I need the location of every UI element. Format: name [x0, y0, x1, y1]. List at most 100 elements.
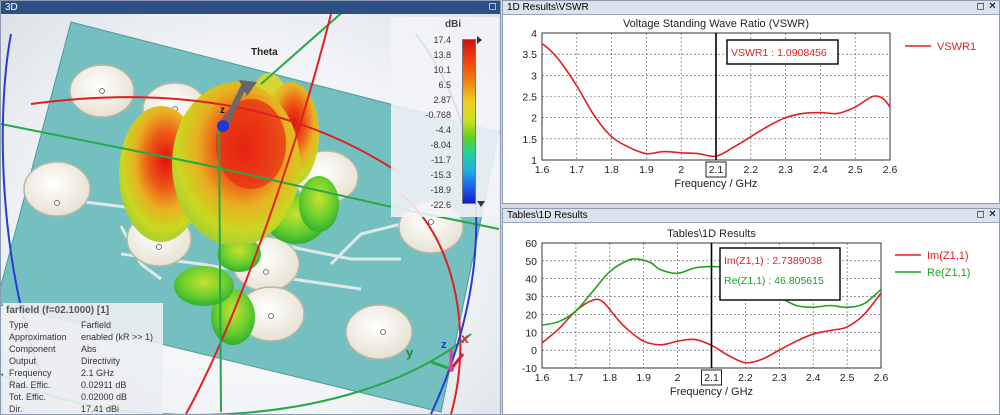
colorbar-label: -18.9	[430, 185, 451, 195]
info-row: Approximation enabled (kR >> 1)	[9, 332, 161, 343]
y-tick-label: 60	[525, 238, 537, 250]
info-title: farfield (f=02.1000) [1]	[6, 305, 110, 316]
3d-viewport[interactable]: Theta z x z y dBi 17.4 13.8 10.1 6.5 2.8…	[1, 14, 500, 414]
colorbar-label: -8.04	[430, 140, 451, 150]
info-key: Type	[9, 320, 29, 330]
marker-annotation-box	[719, 247, 841, 301]
y-tick-label: 2	[531, 113, 537, 125]
info-row: Type Farfield	[9, 320, 161, 331]
colorbar-label: 2.87	[433, 95, 451, 105]
info-row: Dir. 17.41 dBi	[9, 404, 161, 414]
window-tables-titlebar[interactable]: Tables\1D Results ◻ ✕	[503, 209, 999, 223]
window-vswr-titlebar[interactable]: 1D Results\VSWR ◻ ✕	[503, 1, 999, 15]
x-tick-label: 2.4	[806, 372, 821, 384]
y-tick-label: 30	[525, 292, 537, 304]
window-3d[interactable]: 3D ◻	[0, 0, 501, 415]
y-tick-label: 10	[525, 327, 537, 339]
info-row: Component Abs	[9, 344, 161, 355]
info-key: Dir.	[9, 404, 23, 414]
colorbar-label: 17.4	[433, 35, 451, 45]
x-tick-label: 2.3	[772, 372, 787, 384]
y-tick-label: 1.5	[522, 134, 537, 146]
x-tick-label: 1.8	[604, 164, 619, 176]
info-row: Rad. Effic. 0.02911 dB	[9, 380, 161, 391]
x-tick-label: 1.7	[569, 372, 584, 384]
info-value: Directivity	[81, 356, 121, 366]
x-tick-label: 2.5	[840, 372, 855, 384]
x-axis-label: Frequency / GHz	[670, 386, 753, 398]
y-tick-label: -10	[522, 363, 537, 375]
x-tick-label: 2.6	[874, 372, 889, 384]
info-value: Abs	[81, 344, 97, 354]
marker-annotation-text: Im(Z1,1) : 2.7389038	[724, 255, 822, 267]
colorbar-gradient	[462, 39, 476, 204]
close-icon[interactable]: ✕	[988, 209, 997, 220]
colorbar-label: -22.6	[430, 200, 451, 210]
chart-title: Tables\1D Results	[667, 228, 756, 240]
highlighted-tick-box	[705, 161, 727, 178]
tables-chart[interactable]: Tables\1D Results 1.6 1.7 1.8 1.9 2 2.1 2.2 2.3 2…	[503, 222, 1000, 414]
triad-label-z: z	[441, 339, 447, 351]
info-row: Frequency 2.1 GHz	[9, 368, 161, 379]
window-3d-title: 3D	[5, 2, 18, 13]
marker-annotation-text: VSWR1 : 1.0908456	[731, 47, 827, 59]
info-key: Component	[9, 344, 56, 354]
x-tick-label: 2.3	[778, 164, 793, 176]
window-tables-title: Tables\1D Results	[507, 210, 588, 221]
legend-label: VSWR1	[937, 41, 976, 53]
y-tick-label: 3	[531, 70, 537, 82]
tables-plot-area[interactable]: Tables\1D Results 1.6 1.7 1.8 1.9 2 2.1 2.2 2.3 2…	[503, 222, 1000, 414]
legend-label: Re(Z1,1)	[927, 267, 970, 279]
orientation-triad	[430, 349, 465, 372]
y-tick-label: 4	[531, 28, 537, 40]
x-tick-label: 2	[678, 164, 684, 176]
x-tick-label: 1.6	[535, 372, 550, 384]
info-value: 0.02911 dB	[81, 380, 127, 390]
x-tick-label: 2.4	[813, 164, 828, 176]
colorbar-label: -11.7	[431, 155, 451, 165]
close-icon[interactable]: ✕	[988, 1, 997, 12]
chart-title: Voltage Standing Wave Ratio (VSWR)	[623, 18, 809, 30]
colorbar-label: 10.1	[433, 65, 451, 75]
colorbar-arrow-top	[477, 36, 482, 44]
info-key: Rad. Effic.	[9, 380, 51, 390]
x-tick-label: 2.1	[709, 164, 724, 176]
y-tick-label: 3.5	[522, 49, 537, 61]
x-axis-label: Frequency / GHz	[674, 178, 757, 190]
highlighted-tick-box	[701, 369, 722, 386]
maximize-icon[interactable]: ◻	[976, 209, 985, 220]
vswr-plot-area[interactable]: Voltage Standing Wave Ratio (VSWR) 1.6 1.7…	[503, 14, 1000, 202]
x-tick-label: 2.1	[704, 372, 719, 384]
info-value: 17.41 dBi	[81, 404, 120, 414]
maximize-icon[interactable]: ◻	[488, 1, 497, 12]
colorbar-arrow-bottom	[477, 201, 485, 207]
info-value: 2.1 GHz	[81, 368, 115, 378]
y-tick-label: 40	[525, 274, 537, 286]
info-key: Output	[9, 356, 37, 366]
y-tick-label: 50	[525, 256, 537, 268]
x-tick-label: 1.9	[636, 372, 651, 384]
window-tables[interactable]: Tables\1D Results ◻ ✕ Tables\1D Results 1…	[502, 208, 1000, 415]
info-row: Tot. Effic. 0.02000 dB	[9, 392, 161, 403]
info-value: enabled (kR >> 1)	[81, 332, 154, 342]
x-tick-label: 2	[675, 372, 681, 384]
info-key: Tot. Effic.	[9, 392, 46, 402]
y-tick-label: 1	[531, 155, 537, 167]
x-tick-label: 2.2	[738, 372, 753, 384]
colorbar-label: -0.768	[425, 110, 451, 120]
x-tick-label: 2.2	[743, 164, 758, 176]
theta-arrow-head	[239, 80, 257, 96]
maximize-icon[interactable]: ◻	[976, 1, 985, 12]
info-key: Frequency	[9, 368, 52, 378]
y-tick-label: 0	[531, 345, 537, 357]
window-3d-titlebar[interactable]: 3D ◻	[1, 1, 500, 15]
vswr-chart[interactable]: Voltage Standing Wave Ratio (VSWR) 1.6 1.7…	[503, 14, 1000, 202]
window-vswr[interactable]: 1D Results\VSWR ◻ ✕ Voltage Standing Wav…	[502, 0, 1000, 204]
x-tick-label: 1.7	[569, 164, 584, 176]
legend-label: Im(Z1,1)	[927, 250, 969, 262]
triad-label-y: y	[406, 345, 414, 360]
colorbar-label: 6.5	[438, 80, 451, 90]
info-key: Approximation	[9, 332, 67, 342]
series-line-re-z1-1-	[541, 258, 882, 326]
colorbar-label: -15.3	[430, 170, 451, 180]
